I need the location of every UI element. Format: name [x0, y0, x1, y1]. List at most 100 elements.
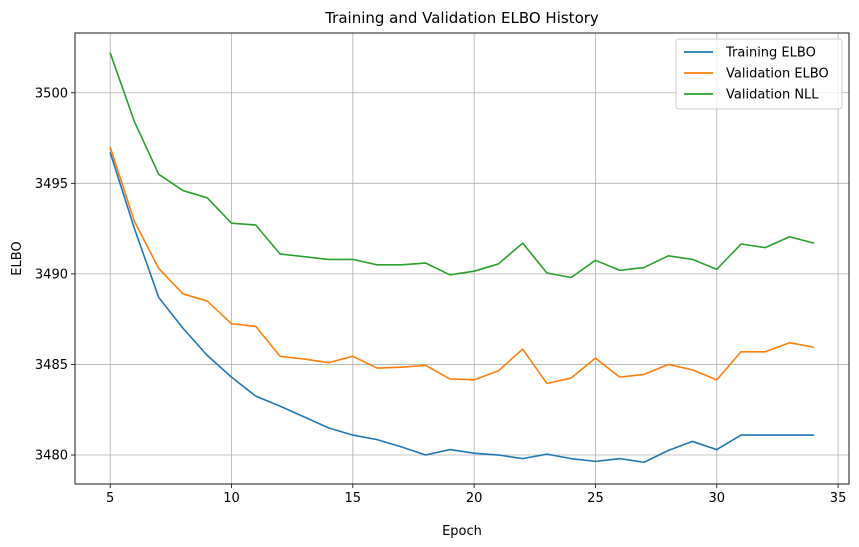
data-point: [667, 363, 669, 365]
data-point: [594, 460, 596, 462]
data-point: [497, 370, 499, 372]
series-line-validation-elbo: [109, 146, 814, 385]
data-point: [230, 376, 232, 378]
data-point: [303, 256, 305, 258]
data-point: [206, 300, 208, 302]
data-point: [789, 342, 791, 344]
data-point: [813, 242, 815, 244]
data-point: [522, 348, 524, 350]
data-point: [449, 449, 451, 451]
data-point: [546, 382, 548, 384]
data-point: [570, 277, 572, 279]
data-point: [279, 405, 281, 407]
data-point: [230, 323, 232, 325]
data-point: [425, 454, 427, 456]
data-point: [376, 439, 378, 441]
data-point: [255, 325, 257, 327]
y-tick-label: 3480: [35, 449, 68, 464]
data-point: [158, 296, 160, 298]
data-point: [133, 121, 135, 123]
data-point: [182, 327, 184, 329]
data-point: [764, 434, 766, 436]
legend-label: Validation ELBO: [726, 67, 829, 82]
data-point: [619, 458, 621, 460]
data-point: [619, 376, 621, 378]
data-point: [133, 220, 135, 222]
y-tick-label: 3490: [35, 267, 68, 282]
data-point: [376, 264, 378, 266]
x-tick-label: 10: [223, 491, 240, 506]
data-point: [206, 197, 208, 199]
data-point: [279, 355, 281, 357]
data-point: [328, 427, 330, 429]
data-point: [473, 379, 475, 381]
data-point: [716, 379, 718, 381]
data-point: [303, 358, 305, 360]
data-point: [619, 269, 621, 271]
data-point: [813, 434, 815, 436]
data-point: [352, 355, 354, 357]
data-point: [449, 274, 451, 276]
data-point: [692, 369, 694, 371]
data-point: [473, 270, 475, 272]
y-axis-label: ELBO: [10, 241, 25, 275]
data-point: [570, 377, 572, 379]
data-point: [570, 458, 572, 460]
data-point: [522, 242, 524, 244]
series-validation-elbo: [109, 146, 815, 385]
data-point: [594, 357, 596, 359]
data-point: [328, 258, 330, 260]
data-point: [400, 366, 402, 368]
y-tick-label: 3500: [35, 86, 68, 101]
data-point: [643, 373, 645, 375]
legend-label: Training ELBO: [725, 46, 816, 61]
data-point: [279, 253, 281, 255]
x-tick-label: 35: [830, 491, 847, 506]
data-point: [764, 247, 766, 249]
data-point: [230, 222, 232, 224]
x-tick-label: 15: [345, 491, 362, 506]
data-point: [546, 453, 548, 455]
legend-label: Validation NLL: [726, 88, 819, 103]
data-point: [182, 293, 184, 295]
data-point: [643, 461, 645, 463]
chart-title: Training and Validation ELBO History: [324, 9, 599, 27]
data-point: [789, 434, 791, 436]
data-point: [692, 440, 694, 442]
series-line-training-elbo: [109, 152, 814, 464]
data-point: [158, 173, 160, 175]
y-tick-label: 3485: [35, 358, 68, 373]
data-point: [206, 354, 208, 356]
data-point: [643, 267, 645, 269]
data-point: [303, 416, 305, 418]
series-validation-nll: [109, 52, 815, 279]
data-point: [667, 255, 669, 257]
data-point: [400, 446, 402, 448]
data-point: [449, 378, 451, 380]
legend: Training ELBO Validation ELBO Validation N…: [675, 38, 843, 110]
y-tick-label: 3495: [35, 177, 68, 192]
data-point: [352, 434, 354, 436]
data-point: [352, 258, 354, 260]
data-point: [255, 224, 257, 226]
x-tick-label: 20: [466, 491, 483, 506]
data-point: [667, 449, 669, 451]
data-point: [740, 434, 742, 436]
data-point: [109, 52, 111, 54]
data-point: [497, 454, 499, 456]
data-point: [109, 146, 111, 148]
data-point: [473, 452, 475, 454]
data-point: [255, 395, 257, 397]
data-point: [789, 236, 791, 238]
x-tick-label: 25: [587, 491, 604, 506]
data-point: [109, 152, 111, 154]
plot-frame: [74, 32, 850, 485]
legend-box: [675, 38, 843, 110]
ticks: 5 10 15 20 25 30 35 3480 3485 3490 3495 3500: [35, 86, 846, 506]
grid: [75, 33, 849, 484]
data-point: [522, 458, 524, 460]
data-point: [497, 263, 499, 265]
data-point: [740, 351, 742, 353]
data-point: [546, 272, 548, 274]
